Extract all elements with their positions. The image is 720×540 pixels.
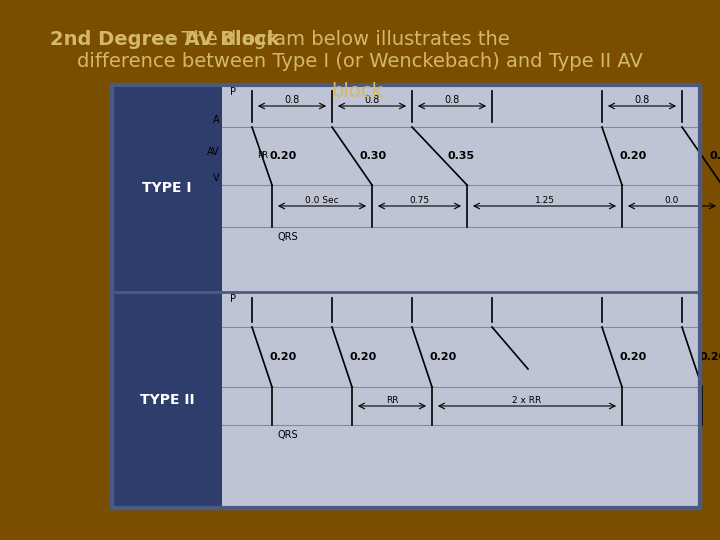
Text: 0.20: 0.20 — [620, 352, 647, 362]
Text: 0.20: 0.20 — [620, 151, 647, 161]
Text: 0.35: 0.35 — [448, 151, 474, 161]
Text: 2 x RR: 2 x RR — [513, 396, 541, 405]
Text: RR: RR — [386, 396, 398, 405]
Text: 0.8: 0.8 — [634, 95, 649, 105]
FancyBboxPatch shape — [112, 85, 700, 508]
Text: 0.20: 0.20 — [350, 352, 377, 362]
Text: 0.8: 0.8 — [364, 95, 379, 105]
Text: 0.0: 0.0 — [665, 196, 679, 205]
Text: P: P — [230, 294, 236, 304]
Text: block.: block. — [331, 82, 389, 101]
Text: QRS: QRS — [277, 232, 297, 242]
Text: PR: PR — [257, 152, 268, 160]
Text: 0.8: 0.8 — [284, 95, 300, 105]
Text: AV: AV — [207, 147, 220, 157]
Text: 1.25: 1.25 — [534, 196, 554, 205]
Text: 0.0 Sec: 0.0 Sec — [305, 196, 339, 205]
Text: P: P — [230, 87, 236, 97]
Text: : The diagram below illustrates the: : The diagram below illustrates the — [50, 30, 510, 49]
Text: 0.75: 0.75 — [410, 196, 430, 205]
Text: 0.30: 0.30 — [360, 151, 387, 161]
Text: TYPE II: TYPE II — [140, 393, 194, 407]
Bar — [222, 85, 700, 292]
Text: 0.20: 0.20 — [270, 352, 297, 362]
Text: QRS: QRS — [277, 430, 297, 440]
Text: 0.8: 0.8 — [444, 95, 459, 105]
Text: 0.20: 0.20 — [430, 352, 457, 362]
Text: 2nd Degree AV Block: 2nd Degree AV Block — [50, 30, 279, 49]
Bar — [112, 85, 222, 292]
Bar — [222, 292, 700, 508]
Text: difference between Type I (or Wenckebach) and Type II AV: difference between Type I (or Wenckebach… — [77, 52, 643, 71]
Text: 0.30: 0.30 — [710, 151, 720, 161]
Text: A: A — [213, 115, 220, 125]
Text: TYPE I: TYPE I — [143, 181, 192, 195]
Text: 0.20: 0.20 — [700, 352, 720, 362]
Text: 0.20: 0.20 — [270, 151, 297, 161]
Text: V: V — [213, 173, 220, 183]
Bar — [112, 292, 222, 508]
